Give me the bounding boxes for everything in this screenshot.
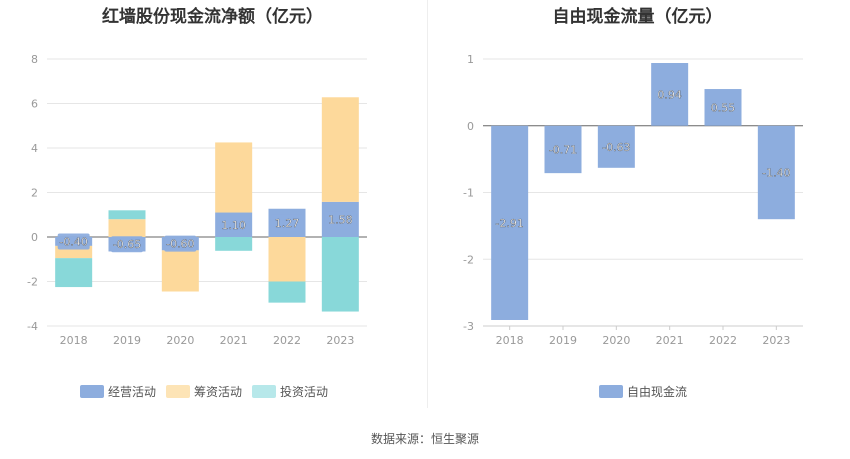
- left-data-label-bg-2023: [324, 211, 357, 228]
- right-bar-2021: [651, 63, 689, 126]
- left-chart-title: 红墙股份现金流净额（亿元）: [102, 7, 323, 27]
- left-x-tick-label-2020: 2020: [166, 334, 194, 347]
- right-y-tick-label-1: -2: [463, 253, 474, 266]
- legend-label-financing: 筹资活动: [194, 385, 243, 399]
- right-y-tick-label-4: 1: [467, 53, 474, 66]
- legend-swatch-investing: [252, 385, 277, 398]
- legend-item-financing[interactable]: 筹资活动: [166, 383, 242, 400]
- left-y-tick-label-3: 2: [31, 187, 38, 200]
- right-bar-2020: [597, 125, 635, 168]
- right-data-label-2022: 0.55: [711, 101, 736, 114]
- right-y-tick-label-0: -3: [463, 320, 474, 333]
- left-data-label-2022: 1.27: [275, 217, 300, 230]
- panel-divider: [427, 0, 428, 408]
- left-y-tick-label-0: -4: [27, 320, 38, 333]
- left-bar-1-2020: [161, 250, 199, 292]
- right-chart-legend: 自由现金流: [599, 383, 697, 400]
- left-bar-1-2019: [108, 219, 146, 237]
- legend-swatch-financing: [166, 385, 191, 398]
- left-x-tick-label-2018: 2018: [60, 334, 88, 347]
- right-bar-2022: [704, 89, 742, 126]
- left-x-tick-label-2019: 2019: [113, 334, 141, 347]
- left-bar-1-2021: [215, 142, 253, 213]
- left-x-tick-label-2021: 2021: [220, 334, 248, 347]
- left-x-tick-label-2023: 2023: [326, 334, 354, 347]
- right-data-label-2018: -2.91: [495, 217, 523, 230]
- left-bar-2-2018: [55, 258, 93, 288]
- right-x-tick-label-2019: 2019: [549, 334, 577, 347]
- legend-item-investing[interactable]: 投资活动: [252, 383, 328, 400]
- right-bar-2019: [544, 125, 582, 174]
- left-y-tick-label-6: 8: [31, 53, 38, 66]
- left-data-label-bg-2019: [111, 236, 143, 253]
- right-data-label-2023: -1.40: [762, 166, 790, 179]
- right-y-tick-label-3: 0: [467, 120, 474, 133]
- left-bar-2-2019: [108, 210, 146, 220]
- left-y-tick-label-5: 6: [31, 98, 38, 111]
- right-x-tick-label-2021: 2021: [656, 334, 684, 347]
- right-data-label-2019: -0.71: [549, 143, 577, 156]
- legend-label-investing: 投资活动: [280, 385, 329, 399]
- legend-swatch-fcf: [599, 385, 623, 398]
- left-data-label-2020: -0.60: [166, 238, 194, 251]
- legend-label-operating: 经营活动: [108, 385, 157, 399]
- left-bar-1-2023: [321, 97, 359, 202]
- left-y-tick-label-1: -2: [27, 276, 38, 289]
- right-chart-title: 自由现金流量（亿元）: [552, 7, 723, 27]
- right-data-label-2021: 0.94: [657, 88, 682, 101]
- left-bar-1-2022: [268, 237, 306, 282]
- right-x-tick-label-2020: 2020: [602, 334, 630, 347]
- left-bar-2-2022: [268, 281, 306, 303]
- right-y-tick-label-2: -1: [463, 187, 474, 200]
- left-bar-2-2021: [215, 237, 253, 251]
- left-y-tick-label-4: 4: [31, 142, 38, 155]
- left-data-label-bg-2020: [164, 235, 197, 252]
- left-data-label-2018: -0.40: [59, 235, 87, 248]
- right-x-tick-label-2023: 2023: [762, 334, 790, 347]
- left-bar-2-2023: [321, 237, 359, 312]
- left-x-tick-label-2022: 2022: [273, 334, 301, 347]
- legend-label-fcf: 自由现金流: [627, 385, 688, 399]
- left-data-label-bg-2022: [271, 214, 303, 231]
- left-data-label-bg-2021: [217, 216, 250, 233]
- right-data-label-2020: -0.63: [602, 141, 630, 154]
- right-bar-2018: [491, 125, 529, 320]
- legend-item-fcf[interactable]: 自由现金流: [599, 383, 687, 400]
- left-data-label-2021: 1.10: [221, 219, 246, 232]
- data-source-note: 数据来源：恒生聚源: [370, 432, 479, 446]
- left-data-label-2023: 1.58: [328, 213, 353, 226]
- left-data-label-2019: -0.65: [113, 238, 141, 251]
- left-chart-legend: 经营活动 筹资活动 投资活动: [80, 383, 338, 400]
- legend-swatch-operating: [80, 385, 104, 398]
- left-y-tick-label-2: 0: [31, 231, 38, 244]
- right-bar-2023: [757, 125, 795, 220]
- legend-item-operating[interactable]: 经营活动: [80, 383, 156, 400]
- right-x-tick-label-2022: 2022: [709, 334, 737, 347]
- left-data-label-bg-2018: [57, 233, 90, 250]
- right-x-tick-label-2018: 2018: [496, 334, 524, 347]
